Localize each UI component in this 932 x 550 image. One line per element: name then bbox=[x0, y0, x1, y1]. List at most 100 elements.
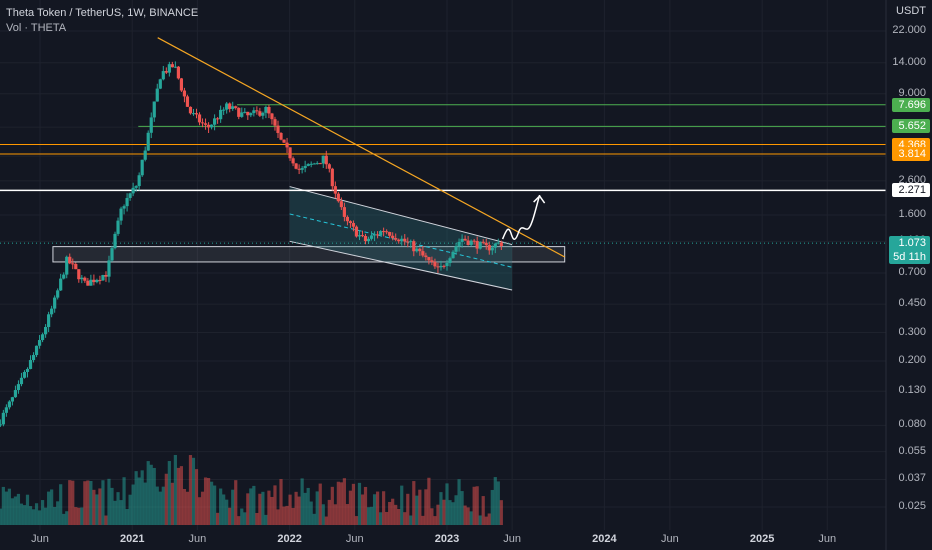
volume-bar bbox=[442, 499, 446, 525]
volume-bar bbox=[366, 507, 371, 525]
price-tick: 0.700 bbox=[898, 266, 926, 279]
candle-body bbox=[234, 106, 238, 108]
candle-body bbox=[252, 110, 256, 114]
volume-bar bbox=[270, 496, 274, 525]
volume-bar bbox=[176, 467, 180, 525]
volume-bar bbox=[234, 480, 238, 525]
volume-bar bbox=[246, 493, 250, 525]
candle-body bbox=[249, 113, 253, 116]
volume-bar bbox=[98, 488, 102, 525]
candle-body bbox=[330, 168, 334, 187]
price-tick: 22.000 bbox=[892, 24, 926, 36]
volume-bar bbox=[363, 486, 368, 525]
volume-bar bbox=[95, 494, 99, 525]
volume-bar bbox=[47, 491, 51, 525]
candle-body bbox=[89, 279, 93, 286]
candle-body bbox=[391, 235, 395, 239]
current-price-value: 1.073 bbox=[898, 237, 926, 250]
volume-bar bbox=[342, 478, 346, 525]
candle-body bbox=[128, 193, 132, 198]
volume-bar bbox=[252, 485, 256, 525]
candle-body bbox=[442, 265, 446, 267]
candle-body bbox=[110, 248, 114, 261]
candle-body bbox=[388, 232, 392, 236]
candle-body bbox=[445, 262, 449, 267]
volume-bar bbox=[451, 502, 455, 525]
volume-bar bbox=[59, 484, 63, 525]
time-tick: 2025 bbox=[749, 533, 775, 545]
candle-body bbox=[143, 150, 147, 160]
volume-bar bbox=[490, 489, 494, 525]
candle-body bbox=[191, 113, 196, 115]
candle-body bbox=[300, 168, 304, 170]
price-tick: 0.025 bbox=[898, 500, 926, 512]
descending-trendline bbox=[157, 37, 565, 258]
projection-arrow bbox=[501, 194, 546, 240]
volume-bar bbox=[104, 515, 108, 525]
candle-body bbox=[179, 78, 184, 91]
candle-body bbox=[415, 248, 419, 252]
candle-body bbox=[363, 235, 368, 242]
volume-bar bbox=[418, 489, 422, 525]
volume-bar bbox=[294, 491, 298, 525]
volume-bar bbox=[372, 494, 377, 525]
candle-body bbox=[185, 96, 190, 107]
candle-body bbox=[62, 274, 66, 279]
volume-bar bbox=[460, 491, 464, 525]
volume-bar bbox=[457, 479, 461, 525]
candle-body bbox=[146, 132, 150, 151]
volume-bar bbox=[40, 500, 45, 525]
candle-body bbox=[107, 260, 111, 277]
candle-body bbox=[421, 251, 425, 256]
candle-body bbox=[327, 164, 331, 169]
volume-bar bbox=[25, 494, 30, 525]
volume-bar bbox=[158, 491, 162, 525]
volume-bar bbox=[1, 486, 5, 525]
volume-bar bbox=[303, 492, 307, 525]
candle-body bbox=[348, 221, 353, 224]
volume-bar bbox=[231, 489, 235, 525]
volume-bar bbox=[213, 485, 217, 525]
candle-body bbox=[16, 384, 21, 391]
candle-body bbox=[28, 360, 33, 369]
volume-bar bbox=[137, 477, 141, 525]
volume-bar bbox=[315, 491, 319, 525]
candle-body bbox=[306, 164, 310, 166]
volume-bar bbox=[472, 486, 476, 525]
candle-body bbox=[231, 106, 235, 109]
candle-body bbox=[276, 125, 280, 133]
symbol-label[interactable]: Theta Token / TetherUS, 1W, BINANCE bbox=[6, 7, 199, 19]
volume-bar bbox=[62, 513, 66, 525]
volume-bar bbox=[403, 512, 407, 525]
volume-bar bbox=[206, 477, 211, 525]
candle-body bbox=[116, 220, 120, 234]
candle-body bbox=[161, 71, 165, 80]
candle-body bbox=[463, 238, 467, 241]
volume-bar bbox=[481, 496, 485, 525]
candle-body bbox=[98, 279, 102, 281]
candle-body bbox=[427, 257, 431, 261]
volume-bar bbox=[391, 498, 395, 525]
candle-body bbox=[478, 241, 482, 249]
bar-countdown: 5d 11h bbox=[893, 251, 926, 264]
volume-bar bbox=[348, 490, 353, 525]
volume-bar bbox=[225, 499, 229, 525]
volume-bar bbox=[496, 481, 500, 525]
price-tick: 0.055 bbox=[898, 444, 926, 457]
candle-body bbox=[484, 242, 488, 246]
candle-body bbox=[0, 424, 2, 426]
candle-body bbox=[412, 241, 416, 252]
volume-bar bbox=[65, 511, 69, 525]
candle-body bbox=[430, 260, 434, 262]
volume-bar bbox=[261, 491, 265, 525]
candle-body bbox=[267, 106, 271, 114]
candle-body bbox=[209, 124, 214, 128]
candle-body bbox=[86, 280, 90, 286]
candle-body bbox=[354, 226, 359, 237]
candle-body bbox=[451, 251, 455, 259]
level-price-label: 5.652 bbox=[892, 119, 930, 134]
volume-label[interactable]: Vol · THETA bbox=[6, 22, 67, 34]
candle-body bbox=[37, 340, 42, 346]
candle-body bbox=[25, 368, 30, 372]
